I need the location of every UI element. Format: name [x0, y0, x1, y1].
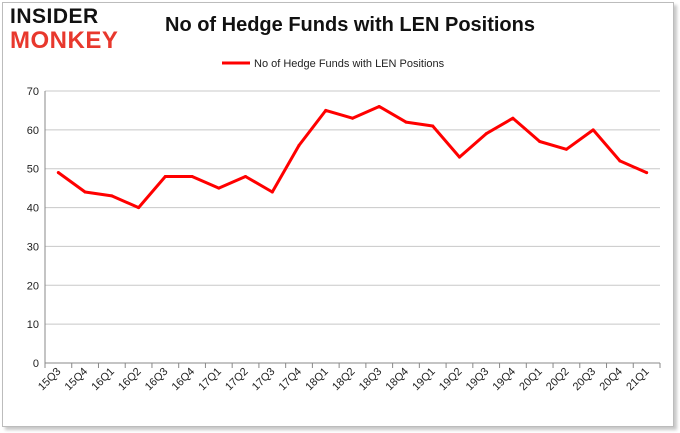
x-tick-label: 16Q4 [170, 366, 198, 394]
data-point [270, 190, 274, 194]
x-tick-label: 18Q4 [384, 366, 412, 394]
x-tick-label: 15Q3 [36, 366, 64, 394]
data-point [244, 174, 248, 178]
data-point [404, 120, 408, 124]
data-point [457, 155, 461, 159]
data-point [163, 174, 167, 178]
data-point [618, 159, 622, 163]
x-tick-label: 17Q1 [196, 366, 224, 394]
data-point [137, 206, 141, 210]
y-tick-label: 0 [33, 358, 39, 370]
x-tick-label: 18Q3 [357, 366, 385, 394]
legend: No of Hedge Funds with LEN Positions [222, 58, 445, 70]
data-point [564, 147, 568, 151]
data-point [645, 171, 649, 175]
data-point [591, 128, 595, 132]
x-tick-label: 16Q3 [143, 366, 171, 394]
x-tick-label: 21Q1 [624, 366, 652, 394]
y-tick-label: 30 [27, 241, 39, 253]
data-point [484, 132, 488, 136]
axes [44, 91, 661, 368]
legend-label: No of Hedge Funds with LEN Positions [254, 58, 445, 70]
y-tick-label: 40 [27, 203, 39, 215]
y-tick-label: 50 [27, 164, 39, 176]
data-point [56, 171, 60, 175]
x-tick-label: 20Q1 [517, 366, 545, 394]
data-point [110, 194, 114, 198]
x-tick-label: 17Q3 [250, 366, 278, 394]
x-tick-label: 17Q2 [223, 366, 251, 394]
data-point [217, 186, 221, 190]
series-line [56, 105, 649, 210]
data-point [431, 124, 435, 128]
x-tick-label: 19Q4 [491, 366, 519, 394]
logo-bottom-text: MONKEY [10, 27, 119, 54]
data-point [297, 143, 301, 147]
logo-top-text: INSIDER [10, 5, 99, 28]
y-tick-label: 60 [27, 125, 39, 137]
insider-monkey-logo: INSIDER MONKEY [10, 6, 128, 54]
y-tick-label: 70 [27, 86, 39, 98]
x-tick-label: 15Q4 [63, 366, 91, 394]
x-tick-label: 20Q3 [571, 366, 599, 394]
x-tick-label: 20Q2 [544, 366, 572, 394]
x-tick-label: 17Q4 [277, 366, 305, 394]
grid-lines [45, 90, 660, 364]
data-point [377, 105, 381, 109]
chart-title: No of Hedge Funds with LEN Positions [165, 14, 535, 36]
x-tick-label: 18Q1 [303, 366, 331, 394]
x-tick-label: 20Q4 [597, 366, 625, 394]
y-tick-labels: 0 10 20 30 40 50 60 70 [27, 86, 39, 370]
data-point [538, 140, 542, 144]
data-point [324, 108, 328, 112]
x-tick-label: 16Q1 [89, 366, 117, 394]
x-tick-label: 18Q2 [330, 366, 358, 394]
y-tick-label: 20 [27, 280, 39, 292]
x-tick-label: 19Q3 [464, 366, 492, 394]
x-tick-label: 16Q2 [116, 366, 144, 394]
data-point [83, 190, 87, 194]
data-point [511, 116, 515, 120]
x-tick-labels: 15Q3 15Q4 16Q1 16Q2 16Q3 16Q4 17Q1 17Q2 17Q3 17Q4… [36, 366, 652, 394]
series-lines [56, 105, 649, 210]
x-tick-label: 19Q2 [437, 366, 465, 394]
x-tick-label: 19Q1 [410, 366, 438, 394]
chart-frame [2, 2, 674, 427]
data-point [190, 174, 194, 178]
data-point [351, 116, 354, 120]
y-tick-label: 10 [27, 319, 39, 331]
